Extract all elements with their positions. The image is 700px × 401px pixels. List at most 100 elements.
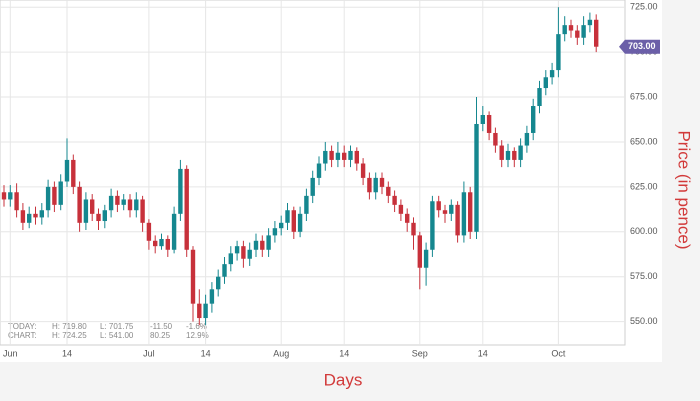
candle-body <box>260 240 265 250</box>
y-axis-title: Price (in pence) <box>675 130 694 249</box>
candle-body <box>486 115 492 133</box>
x-tick-label: Jun <box>3 348 18 358</box>
candle-body <box>537 88 542 107</box>
candle-body <box>386 186 391 196</box>
candle-body <box>449 204 454 214</box>
candle-body <box>543 77 548 89</box>
candle-body <box>90 199 95 214</box>
candle-body <box>165 238 170 250</box>
candle-body <box>556 34 561 71</box>
candle-body <box>455 204 460 236</box>
candle-body <box>304 195 309 214</box>
candle-body <box>8 192 13 200</box>
candle-body <box>190 249 196 304</box>
price-tag <box>619 39 660 54</box>
candle-body <box>203 303 208 319</box>
candle-body <box>108 195 114 211</box>
stat-text: L: 541.00 <box>100 331 134 340</box>
candle-body <box>392 195 397 205</box>
candle-body <box>266 235 271 250</box>
stat-text: -11.50 <box>150 322 173 331</box>
candle-body <box>310 177 315 196</box>
candle-body <box>329 150 334 160</box>
x-tick-label: 14 <box>201 348 211 358</box>
candle-body <box>505 150 511 160</box>
candle-body <box>115 195 120 205</box>
candle-body <box>373 177 378 193</box>
candle-body <box>279 222 284 229</box>
candle-body <box>411 222 416 236</box>
stat-text: CHART: <box>8 331 37 340</box>
candle-body <box>121 199 126 205</box>
candle-body <box>568 25 574 31</box>
candle-body <box>512 150 517 160</box>
stat-text: 80.25 <box>150 331 171 340</box>
candle-body <box>96 213 101 222</box>
candle-body <box>417 235 422 268</box>
stat-text: H: 719.80 <box>52 322 87 331</box>
candle-body <box>71 159 76 187</box>
x-tick-label: Aug <box>273 348 289 358</box>
candle-body <box>146 222 152 241</box>
candle-body <box>594 19 599 47</box>
stat-text: L: 701.75 <box>100 322 134 331</box>
candle-body <box>197 303 202 319</box>
candle-body <box>14 192 19 211</box>
x-tick-label: Sep <box>412 348 428 358</box>
candle-body <box>461 192 467 236</box>
candle-body <box>423 249 429 268</box>
stat-text: TODAY: <box>8 322 37 331</box>
candle-body <box>493 132 498 146</box>
stat-text: 12.9% <box>186 331 209 340</box>
candle-body <box>405 213 410 223</box>
y-tick-label: 600.00 <box>630 226 658 236</box>
candle-body <box>562 25 567 35</box>
candle-body <box>474 123 479 232</box>
candle-body <box>33 213 38 218</box>
candle-body <box>253 240 259 250</box>
candle-body <box>354 150 359 164</box>
candle-body <box>20 210 26 223</box>
candle-body <box>272 228 278 236</box>
candle-body <box>83 199 89 223</box>
candle-body <box>216 276 221 290</box>
candle-body <box>52 186 57 205</box>
candle-body <box>398 204 404 214</box>
candle-body <box>247 249 252 259</box>
candle-body <box>64 159 70 182</box>
candle-body <box>291 210 296 232</box>
x-tick-label: Jul <box>143 348 155 358</box>
candle-body <box>171 213 177 250</box>
candle-body <box>159 238 164 247</box>
candle-body <box>518 145 523 160</box>
y-tick-label: 625.00 <box>630 181 658 191</box>
stats-box: TODAY: H: 719.80 L: 701.75 -11.50 -1.6% CHART… <box>8 322 209 340</box>
stat-text: -1.6% <box>186 322 207 331</box>
x-tick-label: 14 <box>339 348 349 358</box>
candle-body <box>27 213 32 223</box>
candle-body <box>234 246 240 254</box>
candle-body <box>178 168 183 214</box>
candle-body <box>575 30 580 38</box>
candle-body <box>531 106 536 133</box>
candle-body <box>360 163 366 178</box>
candle-body <box>581 25 586 38</box>
candle-body <box>335 152 341 160</box>
candle-body <box>367 177 372 193</box>
candle-body <box>285 210 290 223</box>
candle-body <box>316 163 322 178</box>
candle-body <box>323 150 328 164</box>
y-tick-label: 725.00 <box>630 2 658 12</box>
x-tick-label: 14 <box>478 348 488 358</box>
x-tick-label: 14 <box>62 348 72 358</box>
candle-body <box>58 181 63 205</box>
stat-text: H: 724.25 <box>52 331 87 340</box>
candle-body <box>379 177 385 187</box>
y-tick-label: 650.00 <box>630 136 658 146</box>
candle-body <box>153 240 158 247</box>
candle-body <box>480 115 485 124</box>
y-tick-label: 575.00 <box>630 271 658 281</box>
candle-body <box>297 213 303 232</box>
candle-body <box>587 19 593 26</box>
